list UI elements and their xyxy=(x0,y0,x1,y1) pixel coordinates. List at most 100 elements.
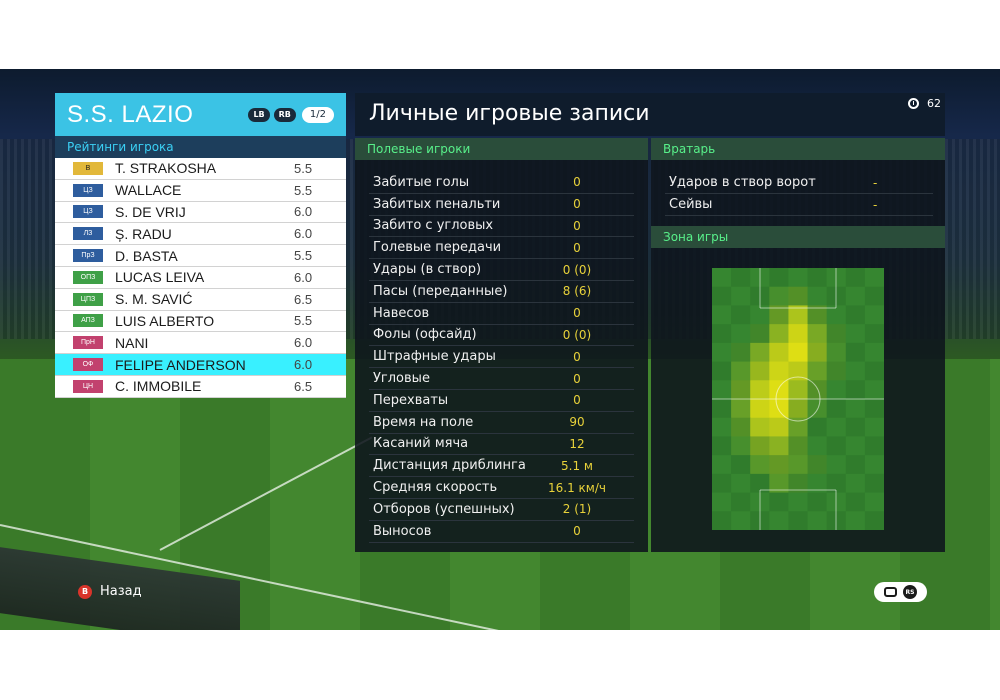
heatmap-cell xyxy=(826,473,847,494)
player-row[interactable]: ПрЗ D. BASTA 5.5 xyxy=(55,245,346,267)
heatmap-cell xyxy=(845,305,866,325)
player-name: T. STRAKOSHA xyxy=(115,160,217,177)
gk-stat-label: Сейвы xyxy=(669,197,713,212)
stat-label: Средняя скорость xyxy=(373,480,498,496)
team-panel: S.S. LAZIO LB RB 1/2 Рейтинги игрока В T.… xyxy=(55,93,346,401)
heatmap-cell xyxy=(826,305,847,325)
records-title-bar: Личные игровые записи 62 xyxy=(355,93,945,136)
heatmap-cell xyxy=(788,361,809,381)
gk-stat-value: - xyxy=(873,175,878,190)
rb-button[interactable]: RB xyxy=(273,107,296,122)
heatmap-cell xyxy=(750,473,770,494)
stat-value: 16.1 км/ч xyxy=(548,480,606,495)
heatmap-cell xyxy=(769,361,789,381)
stat-label: Забитых пенальти xyxy=(373,196,501,212)
player-list: В T. STRAKOSHA 5.5 ЦЗ WALLACE 5.5 ЦЗ S. DE VRIJ… xyxy=(55,158,346,398)
stat-label: Выносов xyxy=(373,523,432,539)
heatmap-cell xyxy=(864,417,884,437)
heatmap-cell xyxy=(769,417,789,437)
player-row[interactable]: ОПЗ LUCAS LEIVA 6.0 xyxy=(55,266,346,289)
heatmap-cell xyxy=(826,324,847,344)
heatmap-cell xyxy=(807,455,828,475)
player-row[interactable]: АПЗ LUIS ALBERTO 5.5 xyxy=(55,310,346,333)
game-screen: S.S. LAZIO LB RB 1/2 Рейтинги игрока В T.… xyxy=(0,69,1000,630)
heatmap-cell xyxy=(807,361,828,381)
player-row[interactable]: ЦЗ WALLACE 5.5 xyxy=(55,179,346,202)
gk-stats-list: Ударов в створ ворот - Сейвы - xyxy=(651,160,945,216)
stat-row: Отборов (успешных) 2 (1) xyxy=(369,499,634,521)
heatmap-cell xyxy=(788,417,809,437)
stat-value: 2 (1) xyxy=(562,502,592,517)
stat-row: Навесов 0 xyxy=(369,303,634,325)
timer-value: 62 xyxy=(927,97,941,110)
heatmap-cell xyxy=(807,286,828,306)
position-badge: ОФ xyxy=(73,358,103,372)
heatmap-cell xyxy=(826,380,847,400)
heatmap-cell xyxy=(864,436,884,456)
back-button[interactable]: B Назад xyxy=(78,584,142,599)
heatmap-cell xyxy=(826,417,847,437)
stat-value: 0 xyxy=(573,393,581,408)
heatmap-cell xyxy=(788,305,809,325)
player-row[interactable]: ЛЗ Ș. RADU 6.0 xyxy=(55,223,346,246)
player-rating: 5.5 xyxy=(294,248,313,264)
heatmap-cell xyxy=(826,455,847,475)
heatmap-cell xyxy=(788,455,809,475)
player-row[interactable]: В T. STRAKOSHA 5.5 xyxy=(55,158,346,180)
heatmap-cell xyxy=(826,342,847,363)
heatmap-cell xyxy=(807,305,828,325)
ratings-title: Рейтинги игрока xyxy=(55,136,346,158)
heatmap-cell xyxy=(750,380,770,400)
lb-button[interactable]: LB xyxy=(248,107,270,122)
player-row[interactable]: ЦПЗ S. M. SAVIĆ 6.5 xyxy=(55,288,346,311)
heatmap-cell xyxy=(788,286,809,306)
player-row[interactable]: ЦЗ S. DE VRIJ 6.0 xyxy=(55,201,346,224)
heatmap-cell xyxy=(845,492,866,512)
heatmap-cell xyxy=(769,399,789,419)
heatmap-cell xyxy=(750,399,770,419)
player-rating: 5.5 xyxy=(294,160,313,176)
heatmap-cell xyxy=(731,399,751,419)
stat-label: Угловые xyxy=(373,371,430,387)
heatmap-cell xyxy=(864,380,884,400)
player-row[interactable]: ЦН C. IMMOBILE 6.5 xyxy=(55,375,346,398)
stat-row: Забитых пенальти 0 xyxy=(369,194,634,216)
player-rating: 5.5 xyxy=(294,182,313,198)
heatmap-cell xyxy=(750,455,770,475)
stat-row: Фолы (офсайд) 0 (0) xyxy=(369,325,634,347)
stat-value: 5.1 м xyxy=(561,458,593,473)
heatmap-cell xyxy=(845,473,866,494)
heatmap-cell xyxy=(712,286,732,306)
heatmap-cell xyxy=(845,380,866,400)
heatmap-cell xyxy=(731,361,751,381)
gk-stat-label: Ударов в створ ворот xyxy=(669,175,816,190)
heatmap-cell xyxy=(769,324,789,344)
stat-label: Касаний мяча xyxy=(373,436,469,452)
heatmap-cell xyxy=(788,380,809,400)
heatmap-cell xyxy=(826,399,847,419)
heatmap-cell xyxy=(845,399,866,419)
stat-label: Голевые передачи xyxy=(373,240,502,256)
heatmap-cell xyxy=(731,511,751,530)
player-name: D. BASTA xyxy=(115,247,178,264)
player-row[interactable]: ОФ FELIPE ANDERSON 6.0 xyxy=(55,354,346,376)
stat-label: Навесов xyxy=(373,305,430,321)
player-row[interactable]: ПрН NANI 6.0 xyxy=(55,332,346,355)
heatmap-cell xyxy=(864,399,884,419)
stat-row: Угловые 0 xyxy=(369,368,634,390)
player-name: WALLACE xyxy=(115,182,182,199)
heatmap-cell xyxy=(712,324,732,344)
player-name: C. IMMOBILE xyxy=(115,378,202,395)
heatmap-cell xyxy=(769,268,789,288)
stat-value: 0 xyxy=(573,371,581,386)
chat-rs-control[interactable]: RS xyxy=(874,582,927,602)
stat-label: Дистанция дриблинга xyxy=(373,458,526,474)
heatmap-cell xyxy=(864,342,884,363)
heatmap-cell xyxy=(864,455,884,475)
heatmap-cell xyxy=(845,361,866,381)
heatmap-cell xyxy=(712,361,732,381)
stat-value: 12 xyxy=(569,436,585,451)
heatmap-cell xyxy=(864,361,884,381)
heatmap-cell xyxy=(750,417,770,437)
heatmap-cell xyxy=(750,305,770,325)
